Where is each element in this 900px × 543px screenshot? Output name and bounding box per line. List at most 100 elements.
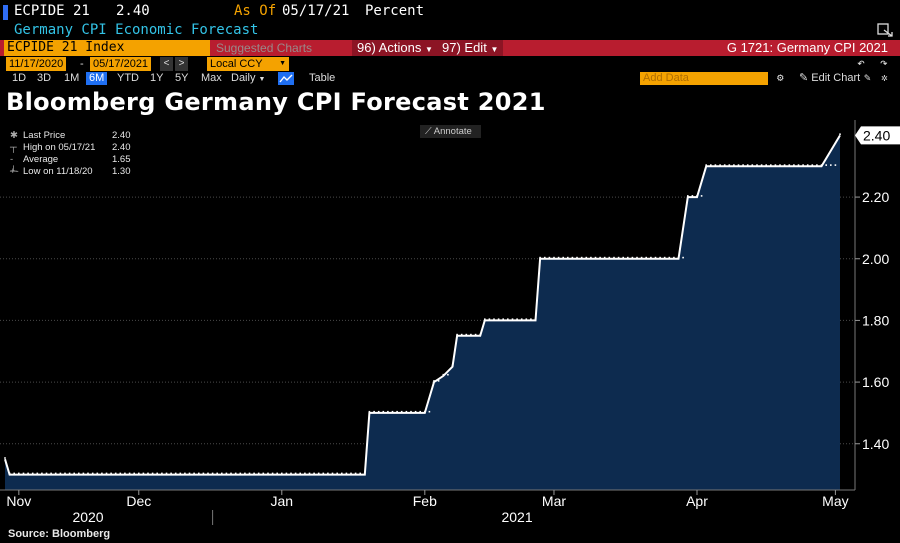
unit-label: Percent	[365, 3, 425, 19]
legend-value: 2.40	[112, 130, 131, 141]
data-point	[248, 472, 251, 475]
data-point	[276, 472, 278, 475]
data-point	[714, 164, 717, 166]
data-point	[253, 472, 255, 475]
average-icon: -+-	[10, 154, 19, 177]
data-point	[437, 380, 440, 382]
edit-menu[interactable]: 97) Edit ▼	[437, 40, 504, 56]
legend-row: -+- Average 1.65	[8, 154, 136, 177]
undo-icon[interactable]: ↶	[857, 56, 865, 71]
data-point	[119, 472, 122, 475]
data-point	[650, 256, 652, 259]
gear-icon[interactable]: ✲	[881, 71, 888, 84]
popout-icon[interactable]	[877, 22, 895, 38]
start-date-input[interactable]: 11/17/2020	[6, 57, 67, 71]
period-3d[interactable]: 3D	[37, 72, 52, 84]
data-point	[419, 410, 421, 413]
add-data-input[interactable]: Add Data	[640, 72, 768, 85]
data-point	[447, 373, 449, 376]
data-point	[73, 472, 75, 475]
period-5y[interactable]: 5Y	[175, 72, 189, 84]
data-point	[599, 256, 601, 259]
table-button[interactable]: Table	[309, 72, 336, 84]
data-point	[105, 472, 108, 475]
period-6m[interactable]: 6M	[86, 72, 108, 85]
data-point	[110, 472, 112, 475]
data-point	[474, 333, 477, 336]
data-point	[78, 472, 80, 475]
edit-icon[interactable]: ✎	[864, 71, 871, 84]
data-point	[317, 472, 320, 475]
y-tick-label: 1.60	[862, 374, 889, 390]
data-point	[830, 164, 832, 166]
edit-chart-button[interactable]: ✎ Edit Chart	[796, 72, 863, 85]
period-max[interactable]: Max	[201, 72, 222, 84]
data-point	[285, 472, 288, 475]
data-point	[410, 410, 412, 413]
data-point	[507, 318, 509, 320]
chevron-down-icon: ▼	[424, 45, 433, 54]
period-1m[interactable]: 1M	[64, 72, 80, 84]
frequency-select[interactable]: Daily ▼	[228, 72, 268, 85]
data-point	[788, 164, 791, 166]
data-point	[497, 318, 500, 320]
data-point	[465, 333, 468, 336]
end-date-input[interactable]: 05/17/2021	[90, 57, 152, 71]
data-point	[820, 164, 823, 166]
legend-label: High on 05/17/21	[23, 142, 96, 153]
data-point	[728, 164, 731, 166]
data-point	[198, 472, 200, 475]
data-point	[636, 256, 638, 259]
chevron-left-icon[interactable]: <	[160, 57, 173, 71]
chevron-right-icon[interactable]: >	[175, 57, 188, 71]
data-point	[151, 472, 154, 475]
data-point	[202, 472, 205, 475]
year-label: 2021	[501, 509, 532, 525]
data-point	[779, 164, 781, 166]
data-point	[133, 472, 135, 475]
period-bar: 1D 3D 1M 6M YTD 1Y 5Y Max Daily ▼ Table …	[0, 71, 900, 86]
data-point	[331, 472, 334, 475]
settings-icon[interactable]: ⚙	[777, 71, 784, 84]
line-chart-icon[interactable]	[278, 72, 294, 85]
data-point	[488, 318, 491, 320]
data-point	[710, 164, 712, 166]
data-point	[760, 164, 763, 166]
actions-label: 96) Actions	[357, 40, 422, 55]
data-point	[645, 256, 647, 259]
step-markers	[4, 133, 841, 475]
data-point	[617, 256, 620, 259]
security-field[interactable]: ECPIDE 21 Index	[4, 40, 210, 56]
currency-select[interactable]: Local CCY ▼	[207, 57, 289, 71]
data-point	[82, 472, 85, 475]
data-point	[101, 472, 103, 475]
last-value-text: 2.40	[863, 127, 890, 143]
actions-menu[interactable]: 96) Actions ▼	[352, 40, 438, 56]
period-1d[interactable]: 1D	[12, 72, 27, 84]
data-point	[87, 472, 89, 475]
chart-area[interactable]: 1.40 1.60 1.80 2.00 2.20 Nov Dec Jan Feb Mar Apr M…	[0, 118, 900, 543]
date-range-bar: 11/17/2020 - 05/17/2021 < > Local CCY ▼ ↶…	[0, 57, 900, 71]
data-point	[382, 410, 385, 413]
redo-icon[interactable]: ↷	[880, 56, 888, 71]
data-point	[230, 472, 232, 475]
period-ytd[interactable]: YTD	[117, 72, 139, 84]
data-point	[793, 164, 795, 166]
legend-label: Average	[23, 154, 59, 165]
data-point	[723, 164, 726, 166]
data-point	[834, 164, 837, 166]
ticker-label: ECPIDE 21	[14, 3, 90, 19]
y-axis-ticks: 1.40 1.60 1.80 2.00 2.20	[855, 189, 889, 452]
annotate-button[interactable]: ⟋ Annotate	[420, 125, 481, 138]
data-point	[548, 256, 551, 259]
data-point	[433, 380, 435, 382]
data-point	[225, 472, 228, 475]
data-point	[156, 472, 158, 475]
period-1y[interactable]: 1Y	[150, 72, 164, 84]
last-value-box	[855, 126, 900, 145]
data-point	[400, 410, 403, 413]
suggested-charts-button[interactable]: Suggested Charts	[216, 41, 313, 55]
chevron-down-icon: ▼	[279, 60, 286, 67]
data-point	[257, 472, 260, 475]
chart-title: Bloomberg Germany CPI Forecast 2021	[6, 88, 546, 116]
